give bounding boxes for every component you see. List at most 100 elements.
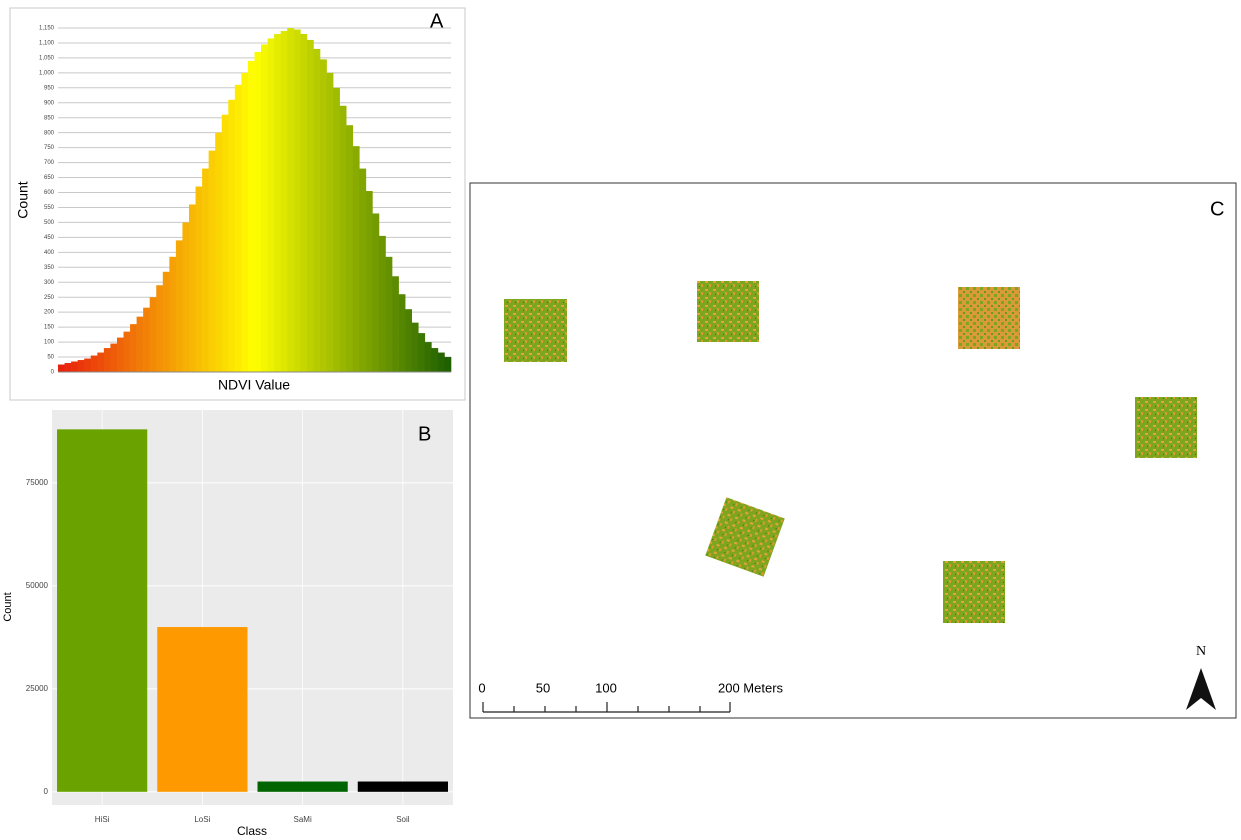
x-axis-title: NDVI Value (218, 377, 290, 393)
y-tick-label: 1,100 (39, 41, 55, 47)
histogram-bar (65, 363, 72, 372)
histogram-bar (117, 338, 124, 372)
histogram-bar (359, 169, 366, 372)
histogram-bar (294, 29, 301, 372)
histogram-bar (196, 187, 203, 372)
histogram-bar (241, 73, 248, 372)
plot-patch (697, 281, 759, 342)
histogram-bar (418, 333, 425, 372)
y-tick-label: 400 (44, 250, 55, 256)
scale-label: 200 Meters (718, 680, 784, 695)
histogram-bar (353, 146, 360, 372)
histogram-bar (156, 285, 163, 372)
histogram-bar (287, 28, 294, 372)
histogram-bar (340, 106, 347, 372)
bar (258, 782, 348, 792)
plot-patch (1135, 397, 1197, 458)
histogram-bar (209, 151, 216, 372)
histogram-bar (104, 348, 111, 372)
histogram-bar (399, 294, 406, 372)
bar (57, 429, 147, 791)
plot-patch (958, 287, 1020, 349)
y-tick-label: 450 (44, 235, 55, 241)
histogram-bar (235, 85, 242, 372)
histogram-bar (248, 61, 255, 372)
x-tick-label: LoSi (194, 815, 210, 824)
x-axis-title: Class (237, 824, 267, 838)
map-frame (470, 183, 1236, 718)
scale-label: 0 (478, 680, 485, 695)
y-tick-label: 200 (44, 310, 55, 316)
y-tick-label: 75000 (26, 478, 49, 487)
y-tick-label: 800 (44, 130, 55, 136)
histogram-bar (320, 59, 327, 372)
histogram-bar (255, 52, 262, 372)
histogram-bar (163, 272, 170, 372)
histogram-bar (313, 49, 320, 372)
histogram-bar (412, 323, 419, 372)
histogram-bar (110, 344, 117, 372)
y-tick-label: 750 (44, 145, 55, 151)
histogram-bar (202, 169, 209, 372)
histogram-bar (346, 125, 353, 372)
histogram-bar (268, 38, 275, 372)
histogram-bar (215, 133, 222, 372)
histogram-bar (392, 276, 399, 372)
histogram-bar (91, 356, 98, 372)
histogram-bar (438, 353, 445, 372)
y-tick-label: 1,000 (39, 70, 55, 76)
histogram-bar (71, 362, 78, 372)
histogram-bar (261, 44, 268, 372)
x-tick-label: Soil (396, 815, 410, 824)
histogram-bar (143, 308, 150, 372)
y-tick-label: 150 (44, 325, 55, 331)
histogram-bar (274, 34, 281, 372)
histogram-bar (366, 191, 373, 372)
histogram-bar (228, 100, 235, 372)
panel-label: B (418, 423, 431, 445)
histogram-bar (372, 213, 379, 372)
histogram-bar (307, 40, 314, 372)
histogram-bar (386, 257, 393, 372)
y-tick-label: 550 (44, 205, 55, 211)
y-tick-label: 1,050 (39, 55, 55, 61)
plot-patch (504, 299, 567, 362)
histogram-bar (327, 73, 334, 372)
x-tick-label: HiSi (95, 815, 110, 824)
histogram-bar (124, 332, 131, 372)
histogram-bar (425, 342, 432, 372)
histogram-bar (300, 34, 307, 372)
plot-patch (943, 561, 1005, 623)
histogram-bar (150, 297, 157, 372)
x-tick-label: SaMi (294, 815, 312, 824)
y-tick-label: 300 (44, 280, 55, 286)
y-axis-title: Count (15, 181, 31, 218)
histogram-bar (137, 317, 144, 372)
histogram-bar (379, 236, 386, 372)
histogram-bar (431, 348, 438, 372)
histogram-bar (333, 88, 340, 372)
y-tick-label: 1,150 (39, 26, 55, 32)
bar (358, 782, 448, 792)
y-tick-label: 700 (44, 160, 55, 166)
y-tick-label: 50 (47, 355, 54, 361)
bar (157, 627, 247, 792)
y-tick-label: 650 (44, 175, 55, 181)
y-tick-label: 600 (44, 190, 55, 196)
y-tick-label: 500 (44, 220, 55, 226)
y-tick-label: 25000 (26, 684, 49, 693)
y-tick-label: 350 (44, 265, 55, 271)
y-tick-label: 50000 (26, 581, 49, 590)
y-tick-label: 850 (44, 115, 55, 121)
histogram-bar (281, 31, 288, 372)
histogram-bar (405, 309, 412, 372)
histogram-bar (182, 222, 189, 372)
histogram-bar (189, 204, 196, 372)
panel-label: C (1210, 198, 1224, 220)
histogram-bar (169, 257, 176, 372)
histogram-bar (78, 360, 85, 372)
y-tick-label: 100 (44, 340, 55, 346)
figure: A NDVI Value Count B Class Count C 0 50 … (0, 0, 1241, 840)
y-tick-label: 0 (44, 787, 49, 796)
histogram-bar (130, 324, 137, 372)
